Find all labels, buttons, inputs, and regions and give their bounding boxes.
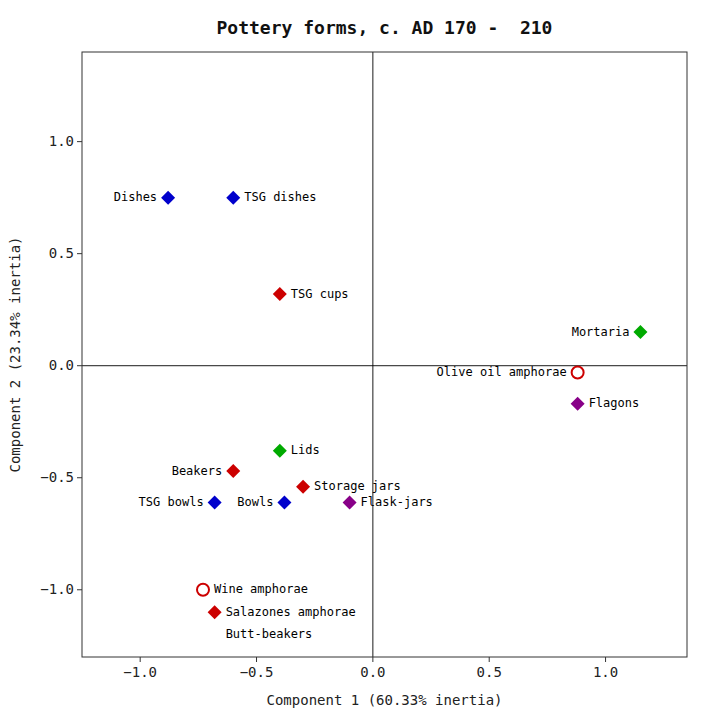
chart: −1.0 −0.5 0.0 0.5 1.0 −1.0 −0.5 0.0 0.5 1.0 Butt-b…: [0, 0, 707, 723]
point-label: Storage jars: [314, 479, 401, 493]
point: [343, 495, 357, 509]
x-tick-label: −0.5: [240, 664, 274, 680]
x-tick-label: 0.5: [477, 664, 502, 680]
point-label: Mortaria: [572, 325, 630, 339]
point-label: Flagons: [589, 396, 640, 410]
y-tick: [77, 589, 82, 590]
plot-area: [82, 52, 687, 657]
point: [273, 444, 287, 458]
point-label: Lids: [291, 443, 320, 457]
labels: Butt-beakers Dishes TSG dishes TSG cups Mort…: [114, 190, 639, 641]
point: [161, 191, 175, 205]
x-axis-label: Component 1 (60.33% inertia): [266, 692, 502, 708]
point-label: TSG bowls: [139, 495, 204, 509]
y-tick: [77, 477, 82, 478]
point-label: Flask-jars: [361, 495, 433, 509]
y-tick: [77, 365, 82, 366]
point-label: TSG dishes: [244, 190, 316, 204]
zero-line: [372, 52, 373, 657]
y-tick: [77, 253, 82, 254]
x-tick-label: 0.0: [360, 664, 385, 680]
x-tick: [140, 657, 141, 662]
point: [277, 495, 291, 509]
point: [273, 287, 287, 301]
x-tick: [489, 657, 490, 662]
x-tick-label: −1.0: [123, 664, 157, 680]
y-tick: [77, 141, 82, 142]
title: Pottery forms, c. AD 170 - 210: [217, 17, 553, 38]
y-tick-label: 1.0: [49, 133, 74, 149]
point: [208, 605, 222, 619]
point-label: Wine amphorae: [214, 582, 308, 596]
x-tick: [605, 657, 606, 662]
y-tick-label: −1.0: [40, 581, 74, 597]
point: [208, 495, 222, 509]
axes: −1.0 −0.5 0.0 0.5 1.0 −1.0 −0.5 0.0 0.5 1.0: [40, 133, 618, 680]
point: [226, 191, 240, 205]
zero-line: [82, 365, 687, 366]
annotation: Butt-beakers: [226, 627, 313, 641]
point: [572, 366, 584, 378]
point-label: Olive oil amphorae: [437, 365, 567, 379]
point: [197, 584, 209, 596]
plot-frame: [82, 52, 687, 657]
x-tick-label: 1.0: [593, 664, 618, 680]
y-tick-label: 0.0: [49, 357, 74, 373]
plot-background: [82, 52, 687, 657]
y-tick-label: 0.5: [49, 245, 74, 261]
x-tick: [256, 657, 257, 662]
point-label: Salazones amphorae: [226, 605, 356, 619]
point: [296, 480, 310, 494]
point: [633, 325, 647, 339]
y-tick-label: −0.5: [40, 469, 74, 485]
point-label: TSG cups: [291, 287, 349, 301]
point-label: Beakers: [172, 464, 223, 478]
point-label: Bowls: [237, 495, 273, 509]
point-label: Dishes: [114, 190, 157, 204]
point: [571, 397, 585, 411]
point: [226, 464, 240, 478]
x-tick: [372, 657, 373, 662]
y-axis-label: Component 2 (23.34% inertia): [7, 236, 23, 472]
